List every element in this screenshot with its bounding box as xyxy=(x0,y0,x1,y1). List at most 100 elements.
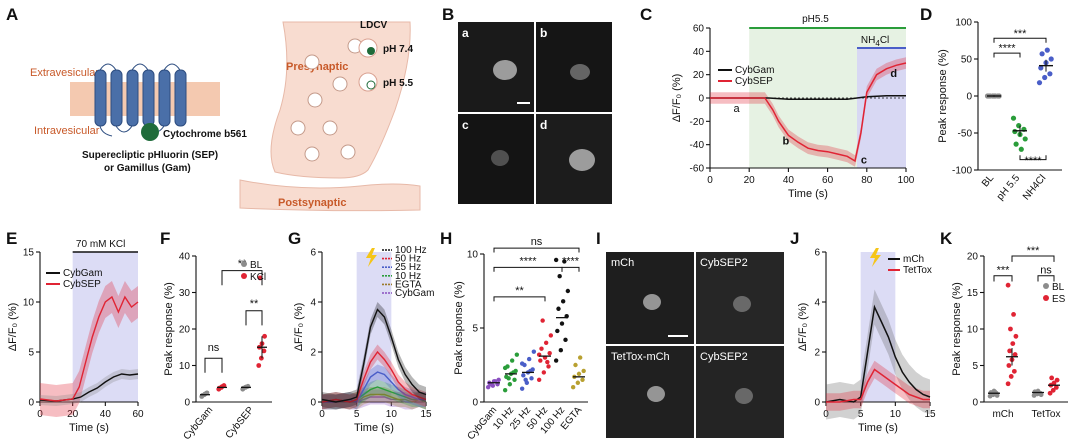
data-point xyxy=(576,371,582,377)
legend-label: 50 Hz xyxy=(395,254,421,265)
y-tick-label: 20 xyxy=(967,252,979,263)
legend-swatch-es xyxy=(1043,295,1049,301)
x-axis-label: Time (s) xyxy=(354,422,394,434)
data-point xyxy=(519,386,525,391)
extravesicular-label: Extravesicular xyxy=(30,67,99,79)
x-tick-label: 20 xyxy=(67,409,79,420)
y-tick-label: 100 xyxy=(955,18,972,29)
cell-signal-icons xyxy=(491,60,595,171)
data-point xyxy=(548,333,554,338)
data-point xyxy=(523,377,528,382)
sig-bracket xyxy=(1037,275,1055,282)
series-line xyxy=(321,308,427,403)
y-tick-label: 10 xyxy=(23,298,35,309)
point-label-c: c xyxy=(861,154,867,166)
category-label: pH 5.5 xyxy=(995,173,1023,203)
series-line-mch xyxy=(825,304,931,403)
y-tick-label: 0 xyxy=(814,398,820,409)
data-point xyxy=(1038,65,1044,71)
data-point xyxy=(1005,282,1011,288)
legend-label: CybGam xyxy=(395,288,434,299)
data-point xyxy=(1007,348,1013,354)
tile-label-mch: mCh xyxy=(611,257,634,269)
data-point xyxy=(506,376,511,381)
data-point xyxy=(1013,141,1019,147)
panel-b: B a b c d xyxy=(442,5,612,204)
data-point xyxy=(521,373,526,378)
stim-shade xyxy=(72,252,138,402)
sig-label: *** xyxy=(997,265,1011,277)
data-point xyxy=(502,387,508,393)
panel-i: I mCh CybSEP2 TetTox-mCh CybSEP2 xyxy=(596,229,784,438)
y-tick-label: 5 xyxy=(972,361,978,372)
data-point xyxy=(553,358,559,363)
y-tick-label: -50 xyxy=(958,129,973,140)
panel-label-e: E xyxy=(6,229,17,248)
x-tick-label: 40 xyxy=(783,175,795,186)
y-tick-label: -100 xyxy=(952,166,972,177)
data-point xyxy=(1011,312,1016,317)
data-point xyxy=(496,377,501,382)
y-axis-label: Peak response (%) xyxy=(937,49,949,143)
panel-label-h: H xyxy=(440,229,452,248)
y-tick-label: 10 xyxy=(467,250,479,261)
point-label-d: d xyxy=(890,68,897,80)
postsynaptic-label: Postsynaptic xyxy=(278,197,346,209)
neuron-icons xyxy=(643,294,753,404)
data-point xyxy=(557,274,562,279)
y-tick-label: 0 xyxy=(966,92,972,103)
data-point xyxy=(545,359,550,365)
tile-label-cybsep2-bottom: CybSEP2 xyxy=(700,351,748,363)
y-tick-label: 30 xyxy=(179,288,191,299)
legend-label-mch: mCh xyxy=(903,254,924,265)
legend-label-kcl: KCl xyxy=(250,272,266,283)
y-axis-label: ΔF/F₀ (%) xyxy=(797,303,809,352)
ldcv-legend: LDCV pH 7.4 pH 5.5 xyxy=(358,20,413,92)
data-point xyxy=(536,377,542,382)
y-tick-label: 15 xyxy=(967,288,979,299)
data-point xyxy=(573,362,578,368)
sig-label: **** xyxy=(1024,155,1042,167)
stim-shade xyxy=(356,252,392,402)
x-tick-label: 60 xyxy=(132,409,144,420)
chart-f: 0 10 20 30 40 Peak response (%) CybGam CybSEP ns… xyxy=(163,252,272,442)
chart-k: 0 5 10 15 20 Peak response (%) mCh TetTox *** ***… xyxy=(951,245,1068,420)
category-label: CybSEP xyxy=(224,405,257,441)
y-tick-label: 0 xyxy=(472,398,478,409)
x-axis-label: Time (s) xyxy=(858,422,898,434)
error-band xyxy=(322,364,426,410)
data-point xyxy=(1047,390,1053,396)
y-tick-label: 40 xyxy=(179,252,191,263)
data-point xyxy=(1050,387,1056,393)
sig-bracket xyxy=(493,296,546,302)
data-point xyxy=(570,385,576,390)
sig-bracket xyxy=(245,310,263,326)
sig-bracket xyxy=(993,275,1013,282)
data-point xyxy=(547,350,552,356)
category-label: BL xyxy=(980,173,997,190)
y-axis-label: Peak response (%) xyxy=(163,282,175,376)
panel-label-a: A xyxy=(6,5,18,24)
micrograph-label-d: d xyxy=(540,118,547,132)
data-point xyxy=(509,358,515,363)
y-tick-label: 6 xyxy=(814,248,820,259)
y-axis-label: ΔF/F₀ (%) xyxy=(7,303,19,352)
data-point xyxy=(1008,326,1013,332)
legend-label-cybsep: CybSEP xyxy=(735,76,773,87)
data-point xyxy=(553,257,559,263)
y-tick-label: 20 xyxy=(179,325,191,336)
error-band xyxy=(322,302,426,410)
y-tick-label: 2 xyxy=(814,348,820,359)
y-tick-label: 40 xyxy=(693,47,705,58)
data-point xyxy=(1008,374,1014,379)
data-point xyxy=(256,363,262,368)
data-point xyxy=(1010,341,1016,346)
data-point xyxy=(1038,392,1044,398)
legend-label: 100 Hz xyxy=(395,245,427,256)
data-point xyxy=(1022,136,1028,142)
